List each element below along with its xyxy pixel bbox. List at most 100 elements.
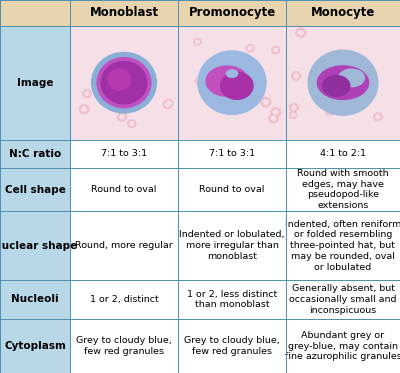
Bar (70, 0, 178, 26)
Text: Grey to cloudy blue,
few red granules: Grey to cloudy blue, few red granules (184, 336, 280, 356)
Bar (70, 280, 178, 319)
Circle shape (292, 113, 295, 116)
Circle shape (234, 53, 244, 62)
Circle shape (274, 48, 278, 51)
Text: N:C ratio: N:C ratio (9, 149, 61, 159)
Circle shape (290, 103, 298, 112)
Circle shape (248, 47, 252, 50)
Text: Grey to cloudy blue,
few red granules: Grey to cloudy blue, few red granules (76, 336, 172, 356)
Bar (70, 168, 178, 211)
Ellipse shape (226, 70, 238, 77)
Bar (178, 140, 286, 168)
Circle shape (92, 53, 156, 113)
Circle shape (308, 50, 378, 115)
Bar (70, 211, 178, 280)
Text: Cytoplasm: Cytoplasm (4, 341, 66, 351)
Circle shape (108, 69, 130, 90)
Bar (286, 0, 400, 26)
Bar (286, 319, 400, 373)
Circle shape (198, 51, 266, 115)
Ellipse shape (221, 72, 253, 99)
Bar (70, 319, 178, 373)
Circle shape (83, 90, 91, 98)
Bar (70, 211, 178, 280)
Bar (70, 0, 178, 26)
Circle shape (166, 103, 170, 106)
Bar (0, 26, 70, 140)
Text: Nuclear shape: Nuclear shape (0, 241, 77, 251)
Bar (286, 26, 400, 140)
Bar (0, 0, 70, 26)
Circle shape (376, 115, 380, 119)
Circle shape (292, 106, 296, 109)
Circle shape (163, 100, 172, 109)
Bar (70, 140, 178, 168)
Bar (70, 26, 178, 140)
Bar (70, 140, 178, 168)
Bar (0, 211, 70, 280)
Text: Round to oval: Round to oval (91, 185, 157, 194)
Circle shape (140, 101, 146, 107)
Circle shape (115, 72, 120, 76)
Bar (286, 140, 400, 168)
Circle shape (130, 122, 134, 125)
Bar (178, 168, 286, 211)
Bar (0, 0, 70, 26)
Circle shape (335, 72, 343, 80)
Ellipse shape (317, 66, 369, 100)
Text: Indented or lobulated,
more irregular than
monoblast: Indented or lobulated, more irregular th… (179, 230, 285, 261)
Circle shape (374, 113, 382, 121)
Bar (70, 26, 178, 140)
Circle shape (196, 40, 199, 43)
Text: Nucleoli: Nucleoli (11, 294, 59, 304)
Circle shape (269, 114, 278, 123)
Bar (286, 168, 400, 211)
Text: 7:1 to 3:1: 7:1 to 3:1 (101, 149, 147, 158)
Bar (70, 168, 178, 211)
Bar (0, 140, 70, 168)
Circle shape (168, 101, 171, 104)
Text: 4:1 to 2:1: 4:1 to 2:1 (320, 149, 366, 158)
Circle shape (113, 70, 122, 78)
Text: Abundant grey or
grey-blue, may contain
fine azurophilic granules: Abundant grey or grey-blue, may contain … (285, 331, 400, 361)
Bar (286, 280, 400, 319)
Text: Cell shape: Cell shape (4, 185, 66, 195)
Circle shape (166, 99, 173, 107)
Circle shape (290, 112, 297, 118)
Circle shape (82, 107, 86, 111)
Bar (286, 168, 400, 211)
Bar (178, 26, 286, 140)
Bar (70, 280, 178, 319)
Text: Monoblast: Monoblast (90, 6, 158, 19)
Bar (178, 280, 286, 319)
Circle shape (85, 92, 89, 95)
Bar (178, 26, 286, 140)
Text: Round to oval: Round to oval (199, 185, 265, 194)
Text: Image: Image (17, 78, 53, 88)
Circle shape (194, 38, 201, 45)
Bar (0, 280, 70, 319)
Text: Generally absent, but
occasionally small and
inconspicuous: Generally absent, but occasionally small… (289, 284, 397, 315)
Circle shape (274, 110, 278, 114)
Bar (286, 0, 400, 26)
Circle shape (337, 74, 341, 78)
Circle shape (237, 55, 242, 59)
Text: 1 or 2, less distinct
than monoblast: 1 or 2, less distinct than monoblast (187, 289, 277, 309)
Circle shape (101, 62, 147, 104)
Bar (178, 0, 286, 26)
Circle shape (97, 57, 151, 108)
Bar (286, 26, 400, 140)
Circle shape (246, 44, 254, 52)
Bar (0, 211, 70, 280)
Circle shape (117, 113, 127, 121)
Circle shape (80, 105, 89, 114)
Text: Round, more regular: Round, more regular (75, 241, 173, 250)
Bar (178, 211, 286, 280)
Circle shape (334, 69, 338, 73)
Circle shape (294, 74, 298, 78)
Circle shape (271, 116, 276, 120)
Circle shape (120, 115, 124, 119)
Circle shape (128, 120, 136, 127)
Circle shape (292, 72, 300, 80)
Circle shape (296, 28, 306, 37)
